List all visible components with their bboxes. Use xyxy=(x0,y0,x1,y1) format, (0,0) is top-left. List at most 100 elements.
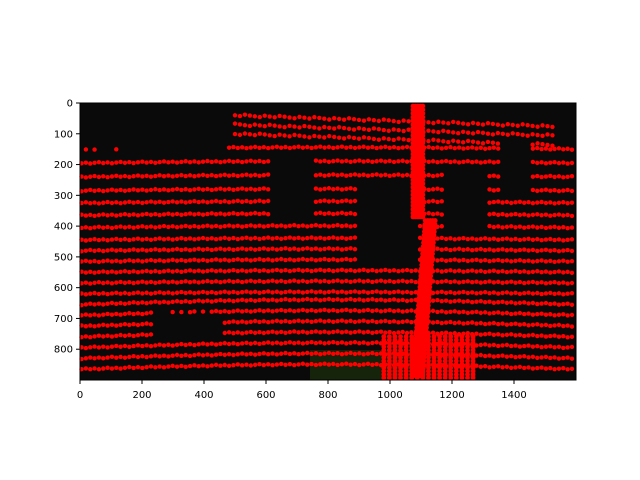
near-object-point xyxy=(414,344,420,350)
scan-point xyxy=(200,353,206,358)
scan-point xyxy=(539,280,544,285)
scan-point xyxy=(374,351,379,357)
scan-point xyxy=(346,116,352,121)
near-object-point xyxy=(470,344,476,350)
scan-point xyxy=(500,290,505,296)
scan-point xyxy=(491,173,497,178)
scan-point xyxy=(144,225,149,230)
scan-point xyxy=(244,269,249,274)
scan-point xyxy=(226,351,232,357)
scan-point xyxy=(322,186,327,192)
scan-point xyxy=(179,363,184,369)
scan-point xyxy=(278,145,284,150)
scan-point xyxy=(448,145,453,150)
near-object-point xyxy=(386,355,392,360)
near-object-point xyxy=(431,344,437,350)
scan-point xyxy=(257,246,262,252)
scan-point xyxy=(226,290,232,295)
x-tick-label: 400 xyxy=(194,390,213,401)
scan-point xyxy=(183,211,188,217)
scan-point xyxy=(244,145,249,151)
scan-point xyxy=(313,329,319,334)
scan-point xyxy=(222,187,227,192)
scan-point xyxy=(140,200,145,206)
scan-point xyxy=(487,353,492,358)
near-object-point xyxy=(420,347,426,353)
scan-point xyxy=(83,225,89,230)
scan-point xyxy=(426,172,431,178)
scan-point xyxy=(153,280,158,286)
scan-point xyxy=(526,290,531,295)
scan-point xyxy=(326,279,332,285)
near-object-point xyxy=(392,344,398,350)
scan-point xyxy=(265,198,271,204)
scan-point xyxy=(235,173,240,179)
scan-point xyxy=(257,186,262,192)
scan-point xyxy=(261,308,267,314)
scan-point xyxy=(292,329,297,334)
scan-point xyxy=(539,188,544,193)
scan-point xyxy=(404,279,410,284)
scan-point xyxy=(213,352,219,357)
scan-point xyxy=(565,161,570,166)
scan-point xyxy=(495,343,501,349)
scan-point xyxy=(131,321,136,327)
scan-point xyxy=(517,258,523,263)
scan-point xyxy=(517,322,523,327)
scan-point xyxy=(370,318,375,324)
scan-point xyxy=(265,330,271,335)
scan-point xyxy=(135,354,141,360)
scan-point xyxy=(487,223,492,229)
scan-point xyxy=(257,341,262,347)
scan-point xyxy=(231,211,236,216)
scan-point xyxy=(522,300,527,305)
scan-point xyxy=(530,200,536,206)
scan-point xyxy=(101,237,106,242)
near-object-point xyxy=(437,361,442,367)
scan-point xyxy=(313,145,319,150)
scan-point xyxy=(265,159,271,164)
scan-point xyxy=(313,319,319,324)
scan-point xyxy=(261,319,267,324)
near-object-point xyxy=(409,361,415,367)
scan-point xyxy=(261,330,267,336)
scan-point xyxy=(370,144,375,150)
scan-point xyxy=(235,298,240,303)
scan-point xyxy=(396,320,401,325)
scan-point xyxy=(526,213,531,218)
scan-point xyxy=(292,145,297,150)
scan-point xyxy=(491,145,497,150)
scan-point xyxy=(530,344,536,349)
scan-point xyxy=(261,144,267,150)
scan-point xyxy=(469,320,475,325)
scan-point xyxy=(287,134,292,139)
scan-point xyxy=(495,300,501,305)
scan-point xyxy=(565,174,570,179)
scan-point xyxy=(526,280,531,285)
scan-point xyxy=(535,212,540,217)
scan-point xyxy=(478,268,484,274)
scan-point xyxy=(361,135,367,140)
scan-point xyxy=(205,211,210,217)
scan-point xyxy=(491,290,497,295)
scan-point xyxy=(491,280,497,285)
scan-point xyxy=(278,290,284,295)
scan-point xyxy=(361,340,366,345)
scan-point xyxy=(305,224,310,229)
scan-point xyxy=(153,353,158,358)
scan-point xyxy=(344,223,349,228)
scan-point xyxy=(88,201,93,206)
pole-point xyxy=(420,111,426,116)
near-object-point xyxy=(426,355,431,360)
scan-point xyxy=(200,187,206,192)
scan-point xyxy=(213,173,219,179)
scan-point xyxy=(92,160,97,166)
scan-point xyxy=(252,144,258,150)
scan-point xyxy=(535,173,540,179)
pole-point xyxy=(431,240,436,246)
scan-point xyxy=(569,290,575,296)
scan-point xyxy=(326,159,332,164)
scan-point xyxy=(144,321,149,326)
scan-point xyxy=(327,125,332,131)
scan-point xyxy=(257,257,262,262)
